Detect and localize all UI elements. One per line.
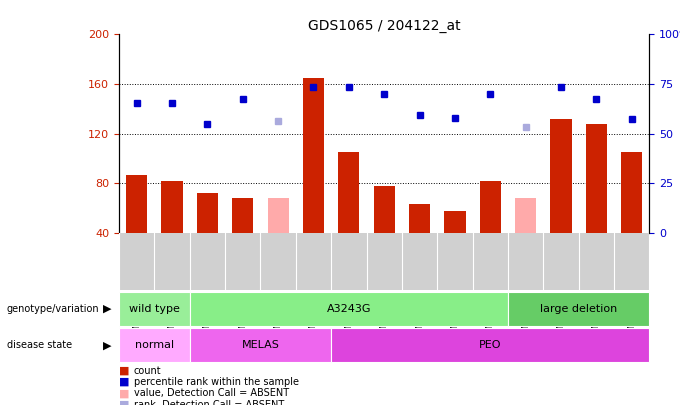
Bar — [331, 328, 649, 362]
Bar — [585, 124, 607, 233]
Text: large deletion: large deletion — [540, 304, 617, 314]
Text: ■: ■ — [119, 400, 129, 405]
Bar — [119, 328, 190, 362]
Bar — [190, 292, 508, 326]
Bar — [338, 152, 360, 233]
Bar — [303, 78, 324, 233]
Text: value, Detection Call = ABSENT: value, Detection Call = ABSENT — [134, 388, 289, 398]
Bar — [373, 186, 395, 233]
Bar — [161, 181, 183, 233]
Text: ▶: ▶ — [103, 304, 111, 314]
Bar — [515, 198, 537, 233]
Text: A3243G: A3243G — [326, 304, 371, 314]
Bar — [479, 181, 501, 233]
Bar — [409, 205, 430, 233]
Bar — [119, 292, 190, 326]
Title: GDS1065 / 204122_at: GDS1065 / 204122_at — [308, 19, 460, 33]
Text: normal: normal — [135, 340, 174, 350]
Bar — [621, 152, 643, 233]
Bar — [267, 198, 289, 233]
Text: percentile rank within the sample: percentile rank within the sample — [134, 377, 299, 387]
Text: disease state: disease state — [7, 340, 72, 350]
Text: genotype/variation: genotype/variation — [7, 304, 99, 314]
Bar — [550, 119, 572, 233]
Bar — [126, 175, 148, 233]
Text: PEO: PEO — [479, 340, 502, 350]
Bar — [508, 292, 649, 326]
Text: ▶: ▶ — [103, 340, 111, 350]
Text: rank, Detection Call = ABSENT: rank, Detection Call = ABSENT — [134, 400, 284, 405]
Text: ■: ■ — [119, 377, 129, 387]
Text: wild type: wild type — [129, 304, 180, 314]
Text: count: count — [134, 366, 162, 375]
Bar — [444, 211, 466, 233]
Bar — [232, 198, 254, 233]
Text: MELAS: MELAS — [241, 340, 279, 350]
Bar — [197, 193, 218, 233]
Text: ■: ■ — [119, 366, 129, 375]
Bar — [190, 328, 331, 362]
Text: ■: ■ — [119, 388, 129, 398]
